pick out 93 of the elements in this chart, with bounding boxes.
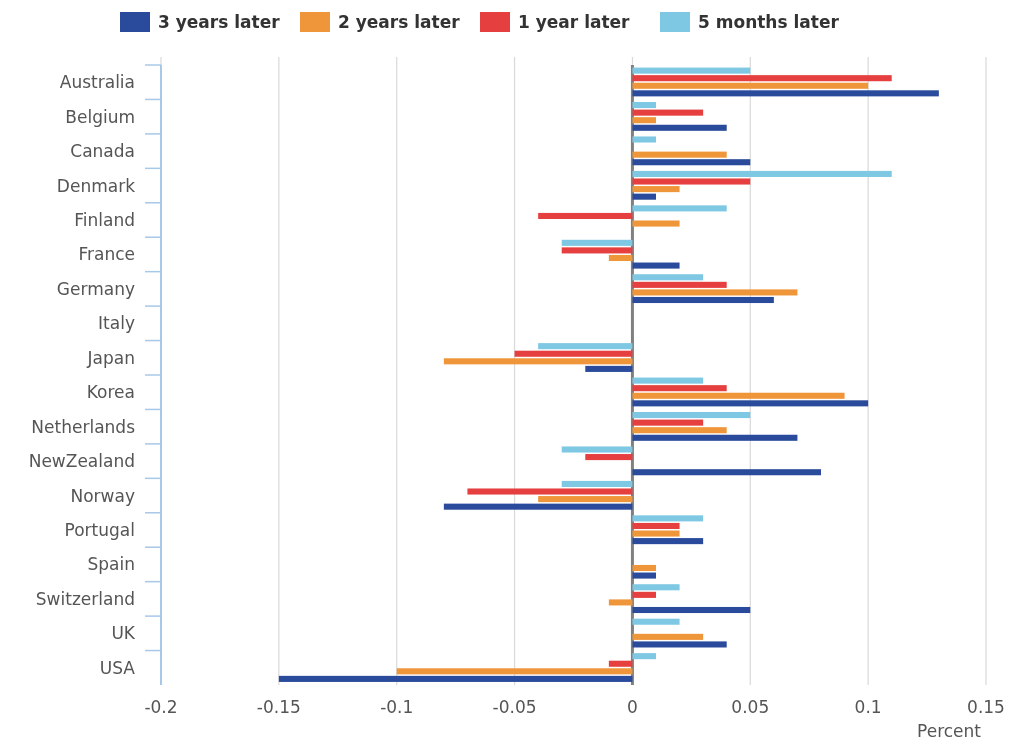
- y-tick-label: Denmark: [56, 175, 136, 196]
- bar: [632, 117, 656, 124]
- bar: [632, 178, 751, 185]
- bar: [632, 641, 727, 648]
- bar: [632, 296, 774, 304]
- bar: [632, 400, 869, 407]
- bar: [632, 136, 656, 143]
- y-tick-label: Australia: [59, 72, 135, 93]
- bar: [632, 67, 751, 74]
- y-tick-label: Norway: [70, 485, 135, 506]
- bar: [632, 412, 751, 419]
- bar: [632, 469, 821, 476]
- bar: [278, 675, 633, 682]
- x-tick-label: -0.05: [492, 697, 537, 717]
- x-tick-label: -0.2: [144, 697, 178, 717]
- bar: [443, 358, 633, 365]
- x-tick-label: 0: [627, 697, 638, 717]
- y-tick-label: NewZealand: [28, 451, 135, 472]
- bar: [632, 289, 798, 296]
- x-tick-label: -0.15: [256, 697, 301, 717]
- bar: [632, 392, 845, 399]
- bar: [632, 618, 680, 625]
- bar: [632, 281, 727, 288]
- bar: [632, 75, 892, 82]
- bar: [632, 274, 704, 281]
- bar: [608, 660, 633, 667]
- y-tick-label: Belgium: [65, 106, 135, 127]
- y-tick-label: USA: [99, 657, 136, 678]
- bar: [632, 186, 680, 193]
- x-tick-label: 0.1: [854, 697, 882, 717]
- bar: [632, 205, 727, 212]
- bar: [561, 247, 633, 254]
- bar: [632, 591, 656, 598]
- legend-label: 2 years later: [338, 11, 461, 32]
- bar: [632, 159, 751, 166]
- y-tick-label: Korea: [86, 382, 135, 403]
- legend-label: 5 months later: [698, 11, 840, 32]
- bar: [632, 427, 727, 434]
- bar: [632, 653, 656, 660]
- bar: [608, 599, 633, 606]
- bar: [632, 124, 727, 131]
- bar: [632, 434, 798, 441]
- bar: [585, 365, 633, 372]
- bar: [632, 385, 727, 392]
- bar: [632, 170, 892, 177]
- bar: [632, 530, 680, 537]
- bar: [561, 446, 633, 453]
- bar: [632, 377, 704, 384]
- y-tick-label: Netherlands: [31, 416, 136, 437]
- bar: [632, 538, 704, 545]
- legend-label: 3 years later: [158, 11, 281, 32]
- y-tick-label: Finland: [74, 209, 135, 230]
- bar: [632, 522, 680, 529]
- bar: [632, 82, 869, 89]
- bar: [632, 193, 656, 200]
- bar: [538, 496, 633, 503]
- y-tick-label: Switzerland: [35, 588, 135, 609]
- x-tick-label: 0.15: [967, 697, 1005, 717]
- bar: [632, 633, 704, 640]
- bar: [561, 239, 633, 246]
- y-tick-label: Portugal: [64, 519, 135, 540]
- bar: [632, 419, 704, 426]
- y-tick-label: UK: [111, 623, 136, 644]
- y-tick-label: Germany: [56, 278, 135, 299]
- bar: [632, 584, 680, 591]
- bar: [632, 572, 656, 579]
- bar: [632, 515, 704, 522]
- bar: [632, 151, 727, 158]
- bar: [514, 350, 633, 357]
- y-tick-label: Spain: [87, 554, 135, 575]
- y-tick-label: Italy: [98, 313, 135, 334]
- legend-label: 1 year later: [518, 11, 631, 32]
- bar: [632, 606, 751, 614]
- bar: [396, 668, 633, 675]
- bar: [467, 488, 633, 495]
- bar: [632, 109, 704, 116]
- y-tick-label: France: [78, 244, 135, 265]
- bar: [608, 254, 633, 262]
- bar: [632, 102, 656, 109]
- bar: [443, 503, 633, 510]
- bar: [632, 262, 680, 269]
- bar: [632, 220, 680, 227]
- y-tick-label: Canada: [70, 141, 135, 162]
- bar: [632, 564, 656, 572]
- bar: [632, 90, 939, 97]
- x-axis-title: Percent: [917, 721, 982, 741]
- bar: [561, 480, 633, 487]
- x-tick-label: 0.05: [731, 697, 770, 717]
- bar: [538, 212, 633, 219]
- bar: [538, 343, 633, 350]
- x-tick-label: -0.1: [380, 697, 414, 717]
- bar: [585, 454, 633, 461]
- y-tick-label: Japan: [86, 347, 135, 368]
